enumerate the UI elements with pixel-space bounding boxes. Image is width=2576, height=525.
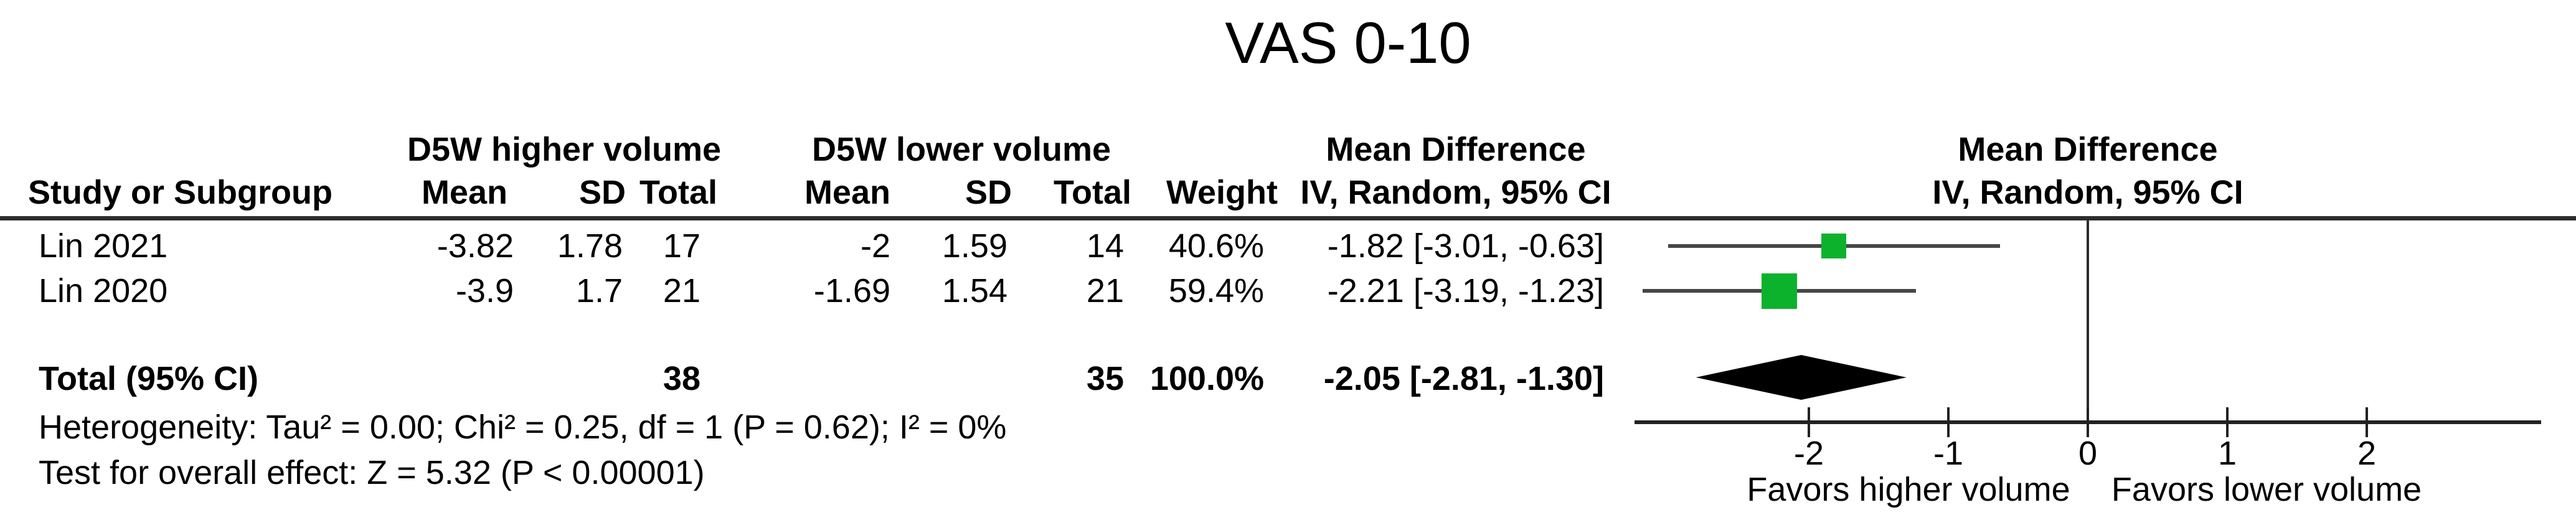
effect-square bbox=[1762, 273, 1798, 309]
md-column-header: Mean Difference bbox=[1326, 131, 1586, 168]
zero-reference-line bbox=[2087, 220, 2089, 420]
weight-col-header: Weight bbox=[1166, 174, 1278, 211]
mean2-cell: -1.69 bbox=[813, 272, 890, 310]
x-axis-tick bbox=[2087, 407, 2089, 437]
mean2-cell: -2 bbox=[860, 227, 890, 265]
md-plot-header: Mean Difference bbox=[1958, 131, 2218, 168]
heterogeneity-text: Heterogeneity: Tau² = 0.00; Chi² = 0.25,… bbox=[39, 409, 1007, 446]
total2-col-header: Total bbox=[1054, 174, 1131, 211]
total2-cell: 21 bbox=[1086, 272, 1124, 310]
sd2-col-header: SD bbox=[965, 174, 1012, 211]
x-axis-tick-label: 1 bbox=[2217, 435, 2237, 472]
sd1-col-header: SD bbox=[578, 174, 626, 211]
mean1-cell: -3.82 bbox=[436, 227, 514, 265]
effect-square bbox=[1821, 234, 1847, 258]
x-axis-tick-label: -1 bbox=[1933, 435, 1964, 472]
md-sub-header: IV, Random, 95% CI bbox=[1300, 174, 1611, 211]
favors-left-label: Favors higher volume bbox=[1747, 471, 2070, 508]
total1-cell: 17 bbox=[663, 227, 701, 265]
x-axis-tick bbox=[2226, 407, 2229, 437]
md-plot-sub-header: IV, Random, 95% CI bbox=[1932, 174, 2243, 211]
total1-cell: 21 bbox=[663, 272, 701, 310]
x-axis-tick-label: 0 bbox=[2078, 435, 2098, 472]
x-axis-tick-label: -2 bbox=[1793, 435, 1824, 472]
total1-sum-cell: 38 bbox=[663, 360, 701, 397]
figure-title: VAS 0-10 bbox=[1225, 10, 1471, 75]
overall-effect-text: Test for overall effect: Z = 5.32 (P < 0… bbox=[39, 454, 705, 491]
md-ci-cell: -1.82 [-3.01, -0.63] bbox=[1327, 227, 1604, 265]
total-md-ci-cell: -2.05 [-2.81, -1.30] bbox=[1323, 360, 1604, 397]
group1-header: D5W higher volume bbox=[407, 131, 722, 168]
header-divider-line bbox=[0, 216, 2576, 220]
x-axis-tick bbox=[2366, 407, 2368, 437]
sd2-cell: 1.59 bbox=[941, 227, 1007, 265]
total2-sum-cell: 35 bbox=[1086, 360, 1124, 397]
favors-right-label: Favors lower volume bbox=[2111, 471, 2422, 508]
total-row-label: Total (95% CI) bbox=[39, 360, 259, 397]
weight-cell: 59.4% bbox=[1168, 272, 1264, 310]
total1-col-header: Total bbox=[639, 174, 717, 211]
pooled-diamond bbox=[1696, 355, 1907, 400]
study-col-header: Study or Subgroup bbox=[28, 174, 333, 211]
group2-header: D5W lower volume bbox=[811, 131, 1111, 168]
x-axis-tick bbox=[1808, 407, 1810, 437]
x-axis-tick-label: 2 bbox=[2357, 435, 2377, 472]
md-ci-cell: -2.21 [-3.19, -1.23] bbox=[1327, 272, 1604, 310]
sd1-cell: 1.7 bbox=[575, 272, 623, 310]
mean1-cell: -3.9 bbox=[455, 272, 514, 310]
study-name: Lin 2021 bbox=[39, 227, 168, 265]
mean1-col-header: Mean bbox=[421, 174, 507, 211]
mean2-col-header: Mean bbox=[804, 174, 890, 211]
study-name: Lin 2020 bbox=[39, 272, 168, 310]
weight-cell: 40.6% bbox=[1168, 227, 1264, 265]
total2-cell: 14 bbox=[1086, 227, 1124, 265]
sd2-cell: 1.54 bbox=[941, 272, 1007, 310]
total-weight-cell: 100.0% bbox=[1149, 360, 1264, 397]
sd1-cell: 1.78 bbox=[557, 227, 623, 265]
x-axis-tick bbox=[1947, 407, 1950, 437]
